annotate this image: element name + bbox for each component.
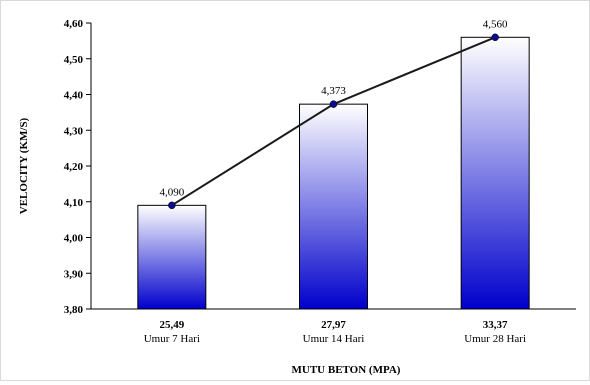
bars [137, 36, 530, 310]
data-label: 4,373 [321, 85, 346, 97]
y-tick-label: 4,00 [64, 233, 84, 245]
x-category-sublabel: Umur 14 Hari [303, 333, 365, 345]
x-category-label: 27,97 [321, 319, 346, 331]
y-tick-label: 4,30 [64, 125, 84, 137]
bar [137, 204, 207, 310]
data-label: 4,090 [159, 186, 184, 198]
y-tick-label: 4,40 [64, 90, 84, 102]
axes: 3,80 3,90 4,00 4,10 4,20 4,30 4,40 4,50 4,60 25,4… [64, 18, 576, 345]
y-axis-title: VELOCITY (KM/S) [18, 117, 30, 214]
x-category-sublabel: Umur 28 Hari [464, 333, 526, 345]
y-tick-label: 4,20 [64, 161, 84, 173]
data-label: 4,560 [483, 18, 508, 30]
y-tick-label: 4,60 [64, 18, 84, 30]
x-axis-title: MUTU BETON (MPA) [292, 364, 401, 376]
trend-line [168, 33, 499, 210]
data-point-marker [168, 201, 176, 210]
x-category-sublabel: Umur 7 Hari [144, 333, 200, 345]
bar [299, 103, 368, 310]
y-tick-label: 4,50 [64, 54, 84, 66]
y-tick-label: 4,10 [64, 197, 84, 209]
y-tick-label: 3,80 [64, 304, 84, 316]
data-point-marker [329, 100, 338, 108]
bar [460, 36, 530, 310]
data-labels: 4,090 4,373 4,560 [159, 18, 508, 198]
x-category-label: 33,37 [483, 319, 508, 331]
data-point-marker [491, 33, 499, 42]
x-category-label: 25,49 [159, 319, 184, 331]
y-tick-label: 3,90 [64, 268, 84, 280]
